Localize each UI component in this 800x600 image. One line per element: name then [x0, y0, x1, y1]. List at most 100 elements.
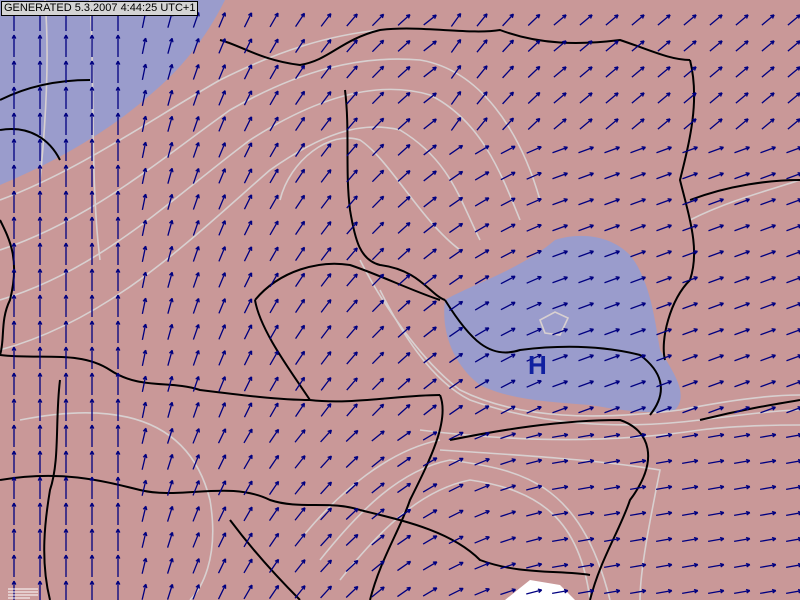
wind-arrow-icon — [450, 38, 462, 53]
wind-arrow-icon — [37, 476, 43, 499]
wind-arrow-icon — [11, 60, 17, 83]
wind-arrow-icon — [630, 588, 647, 595]
wind-arrow-icon — [630, 458, 647, 465]
wind-arrow-icon — [553, 14, 567, 26]
wind-arrow-icon — [397, 534, 412, 546]
wind-arrow-icon — [243, 64, 253, 80]
wind-arrow-icon — [63, 216, 69, 239]
wind-arrow-icon — [371, 351, 385, 365]
wind-arrow-icon — [578, 484, 595, 491]
wind-arrow-icon — [604, 328, 620, 336]
wind-arrow-icon — [450, 90, 462, 105]
wind-arrow-icon — [709, 118, 723, 130]
wind-arrow-icon — [269, 90, 279, 106]
wind-arrow-icon — [269, 220, 279, 236]
wind-arrow-icon — [141, 531, 148, 548]
wind-arrow-icon — [192, 37, 200, 54]
wind-arrow-icon — [578, 562, 595, 569]
wind-arrow-icon — [115, 372, 121, 395]
wind-arrow-icon — [761, 40, 775, 52]
wind-arrow-icon — [37, 320, 43, 343]
wind-arrow-icon — [268, 480, 280, 495]
wind-arrow-icon — [423, 326, 437, 338]
wind-arrow-icon — [141, 89, 148, 106]
wind-arrow-icon — [115, 502, 121, 525]
wind-arrow-icon — [397, 40, 411, 52]
wind-arrow-icon — [656, 146, 672, 154]
wind-arrow-icon — [476, 39, 488, 53]
wind-arrow-icon — [37, 502, 43, 525]
wind-arrow-icon — [166, 557, 174, 574]
wind-arrow-icon — [656, 380, 672, 388]
wind-arrow-icon — [192, 193, 200, 210]
wind-arrow-icon — [760, 172, 776, 180]
wind-arrow-icon — [397, 352, 411, 364]
wind-arrow-icon — [320, 169, 332, 183]
wind-arrow-icon — [294, 585, 306, 599]
wind-arrow-icon — [500, 275, 516, 285]
wind-arrow-icon — [630, 276, 646, 284]
wind-arrow-icon — [476, 117, 488, 131]
wind-arrow-icon — [682, 250, 698, 258]
wind-arrow-icon — [450, 116, 462, 131]
wind-arrow-icon — [218, 168, 227, 184]
wind-arrow-icon — [734, 536, 751, 543]
generated-timestamp: GENERATED 5.3.2007 4:44:25 UTC+1 — [1, 1, 199, 16]
wind-arrow-icon — [760, 250, 776, 258]
wind-arrow-icon — [474, 275, 490, 285]
wind-arrow-icon — [500, 562, 517, 570]
wind-arrow-icon — [422, 457, 438, 467]
wind-arrow-icon — [761, 66, 775, 78]
wind-arrow-icon — [243, 454, 253, 470]
wind-arrow-icon — [192, 532, 200, 548]
wind-arrow-icon — [708, 302, 724, 310]
wind-arrow-icon — [192, 89, 200, 106]
wind-arrow-icon — [217, 532, 227, 548]
wind-arrow-icon — [552, 406, 568, 414]
wind-arrow-icon — [682, 406, 698, 414]
wind-arrow-icon — [500, 327, 516, 337]
wind-arrow-icon — [346, 117, 358, 131]
wind-arrow-icon — [115, 242, 121, 265]
wind-arrow-icon — [578, 328, 594, 336]
wind-arrow-icon — [320, 455, 333, 469]
wind-arrow-icon — [552, 432, 569, 439]
wind-arrow-icon — [656, 224, 672, 232]
wind-arrow-icon — [734, 276, 750, 284]
wind-arrow-icon — [243, 220, 253, 236]
wind-arrow-icon — [734, 588, 751, 595]
wind-arrow-icon — [760, 380, 776, 388]
wind-arrow-icon — [578, 510, 595, 517]
wind-arrow-icon — [527, 39, 541, 52]
wind-arrow-icon — [295, 376, 306, 392]
wind-arrow-icon — [423, 248, 437, 260]
wind-arrow-icon — [63, 450, 69, 473]
wind-arrow-icon — [397, 378, 411, 390]
wind-arrow-icon — [167, 323, 174, 340]
wind-arrow-icon — [502, 117, 515, 131]
wind-arrow-icon — [192, 245, 200, 262]
wind-arrow-icon — [500, 171, 516, 181]
wind-arrow-icon — [605, 92, 619, 104]
wind-arrow-icon — [346, 377, 358, 391]
wind-arrow-icon — [11, 528, 17, 551]
wind-arrow-icon — [167, 63, 174, 80]
wind-arrow-icon — [630, 250, 646, 258]
wind-arrow-icon — [397, 508, 412, 520]
wind-arrow-icon — [422, 561, 438, 571]
wind-arrow-icon — [476, 65, 488, 79]
wind-arrow-icon — [476, 91, 488, 105]
wind-arrow-icon — [89, 372, 95, 395]
wind-arrow-icon — [167, 401, 174, 418]
wind-arrow-icon — [552, 562, 569, 569]
wind-arrow-icon — [268, 454, 280, 469]
wind-arrow-icon — [630, 198, 646, 206]
wind-arrow-icon — [656, 250, 672, 258]
wind-arrow-icon — [578, 458, 595, 465]
wind-arrow-icon — [734, 224, 750, 232]
wind-arrow-icon — [217, 454, 227, 470]
wind-arrow-icon — [243, 194, 253, 210]
wind-arrow-icon — [682, 328, 698, 336]
wind-arrow-icon — [371, 482, 385, 494]
